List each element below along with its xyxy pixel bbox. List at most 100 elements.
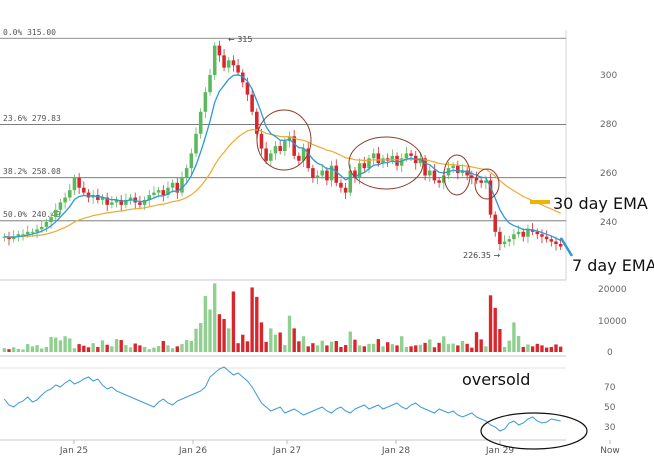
- volume-bar: [339, 346, 343, 352]
- candle-body: [217, 45, 222, 56]
- price-tick-240: 240: [600, 218, 617, 228]
- candle-body: [460, 170, 465, 173]
- candle-body: [390, 155, 395, 161]
- candle-body: [273, 146, 278, 154]
- candle-body: [554, 241, 558, 245]
- candle-body: [292, 136, 296, 156]
- volume-bar: [189, 340, 194, 352]
- volume-bar: [325, 345, 329, 352]
- high-marker: ← 315: [228, 35, 253, 44]
- volume-bar: [217, 314, 222, 352]
- candle-body: [465, 170, 469, 176]
- rsi-tick-70: 70: [604, 383, 616, 393]
- candle-body: [540, 234, 544, 237]
- volume-bar: [488, 295, 493, 352]
- ema7-annotation: 7 day EMA: [572, 256, 654, 275]
- volume-bar: [259, 322, 264, 352]
- volume-bar: [203, 295, 208, 352]
- volume-bar: [105, 344, 109, 352]
- candle-body: [226, 60, 231, 68]
- volume-bar: [470, 347, 474, 352]
- volume-bar: [329, 341, 334, 352]
- volume-bar: [245, 341, 250, 352]
- volume-bar: [30, 346, 35, 352]
- x-label-jan26: Jan 26: [178, 446, 207, 456]
- candle-body: [269, 153, 273, 161]
- pattern-circle-1: [256, 109, 312, 171]
- volume-bar: [311, 343, 315, 352]
- candle-body: [156, 190, 161, 193]
- candle-body: [371, 153, 376, 159]
- volume-bar: [273, 334, 278, 352]
- volume-bar: [367, 343, 371, 352]
- volume-bar: [428, 339, 432, 352]
- volume-tick-20000: 20000: [598, 285, 627, 295]
- candle-body: [381, 158, 385, 164]
- candle-body: [208, 75, 212, 93]
- volume-bar: [91, 343, 95, 352]
- candle-body: [311, 168, 315, 178]
- fib-label-50: 50.0% 240.49: [3, 210, 61, 219]
- volume-bar: [404, 346, 409, 352]
- candle-body: [100, 197, 105, 200]
- volume-bar: [255, 296, 259, 352]
- x-label-jan28: Jan 28: [381, 446, 410, 456]
- candle-body: [399, 158, 404, 166]
- candle-body: [498, 231, 502, 245]
- candle-body: [329, 165, 334, 181]
- candle-body: [535, 231, 540, 235]
- volume-bar: [516, 335, 521, 352]
- volume-bar: [544, 347, 549, 352]
- volume-bar: [334, 340, 338, 352]
- candle-body: [184, 168, 189, 178]
- candle-body: [203, 92, 208, 112]
- volume-bar: [278, 332, 282, 352]
- candle-body: [549, 239, 554, 242]
- candle-body: [357, 163, 362, 178]
- candle-body: [152, 192, 156, 196]
- volume-bar: [460, 340, 465, 352]
- volume-bar: [512, 322, 516, 352]
- volume-bar: [437, 342, 441, 352]
- volume-bar: [12, 347, 16, 352]
- volume-bar: [152, 347, 156, 352]
- volume-bar: [208, 309, 212, 352]
- candle-body: [77, 177, 81, 188]
- candle-body: [11, 236, 16, 240]
- volume-bar: [287, 315, 292, 352]
- candle-body: [348, 170, 353, 193]
- volume-bar: [283, 345, 287, 352]
- volume-bar: [343, 345, 348, 352]
- candle-body: [376, 153, 381, 164]
- candle-body: [418, 158, 423, 164]
- volume-bar: [110, 346, 114, 352]
- candle-body: [315, 175, 320, 178]
- candle-body: [297, 155, 301, 161]
- candle-body: [86, 192, 91, 198]
- volume-bar: [124, 345, 128, 352]
- candle-body: [39, 226, 44, 230]
- volume-bar: [222, 318, 226, 352]
- volume-bar: [456, 345, 460, 352]
- price-y-axis: 300 280 260 240: [600, 71, 617, 228]
- pattern-circle-4: [474, 168, 500, 200]
- volume-bar: [49, 336, 53, 352]
- candles: [2, 40, 563, 251]
- volume-bar: [418, 344, 423, 352]
- volume-bar: [138, 345, 142, 352]
- pattern-circle-2: [348, 136, 424, 190]
- candle-body: [96, 195, 100, 200]
- candle-body: [170, 182, 175, 188]
- volume-bar: [540, 345, 544, 352]
- volume-bar: [194, 328, 198, 352]
- candle-body: [222, 55, 226, 68]
- fib-labels: 0.0% 315.00 23.6% 279.83 38.2% 258.08 50…: [3, 28, 61, 219]
- volume-bar: [526, 344, 530, 352]
- volume-bar: [409, 346, 413, 352]
- x-label-jan29: Jan 29: [485, 446, 514, 456]
- candle-body: [320, 170, 325, 176]
- candle-body: [325, 170, 329, 181]
- candle-body: [367, 158, 371, 169]
- candle-body: [488, 180, 493, 215]
- candle-body: [427, 170, 432, 176]
